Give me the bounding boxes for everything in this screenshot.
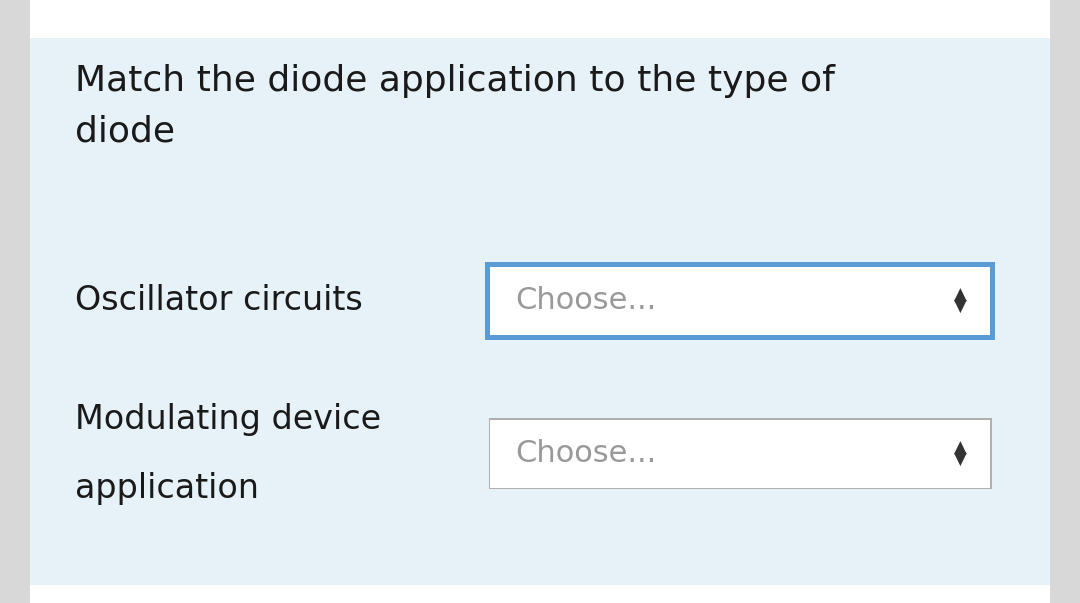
- Bar: [490, 267, 990, 335]
- Bar: [30, 585, 1050, 603]
- Text: Choose...: Choose...: [515, 439, 657, 468]
- Text: diode: diode: [75, 114, 175, 148]
- Text: ▼: ▼: [954, 297, 967, 315]
- Text: Choose...: Choose...: [515, 286, 657, 315]
- Text: Oscillator circuits: Oscillator circuits: [75, 284, 363, 317]
- Bar: [1050, 0, 1080, 603]
- Bar: [490, 420, 990, 488]
- Bar: [488, 418, 991, 489]
- Bar: [485, 262, 995, 339]
- Bar: [0, 0, 30, 603]
- Text: ▼: ▼: [954, 450, 967, 469]
- Text: Match the diode application to the type of: Match the diode application to the type …: [75, 64, 835, 98]
- Text: ▲: ▲: [954, 439, 967, 456]
- Text: application: application: [75, 472, 259, 505]
- Text: ▲: ▲: [954, 286, 967, 303]
- Bar: [30, 0, 1050, 38]
- Text: Modulating device: Modulating device: [75, 403, 381, 436]
